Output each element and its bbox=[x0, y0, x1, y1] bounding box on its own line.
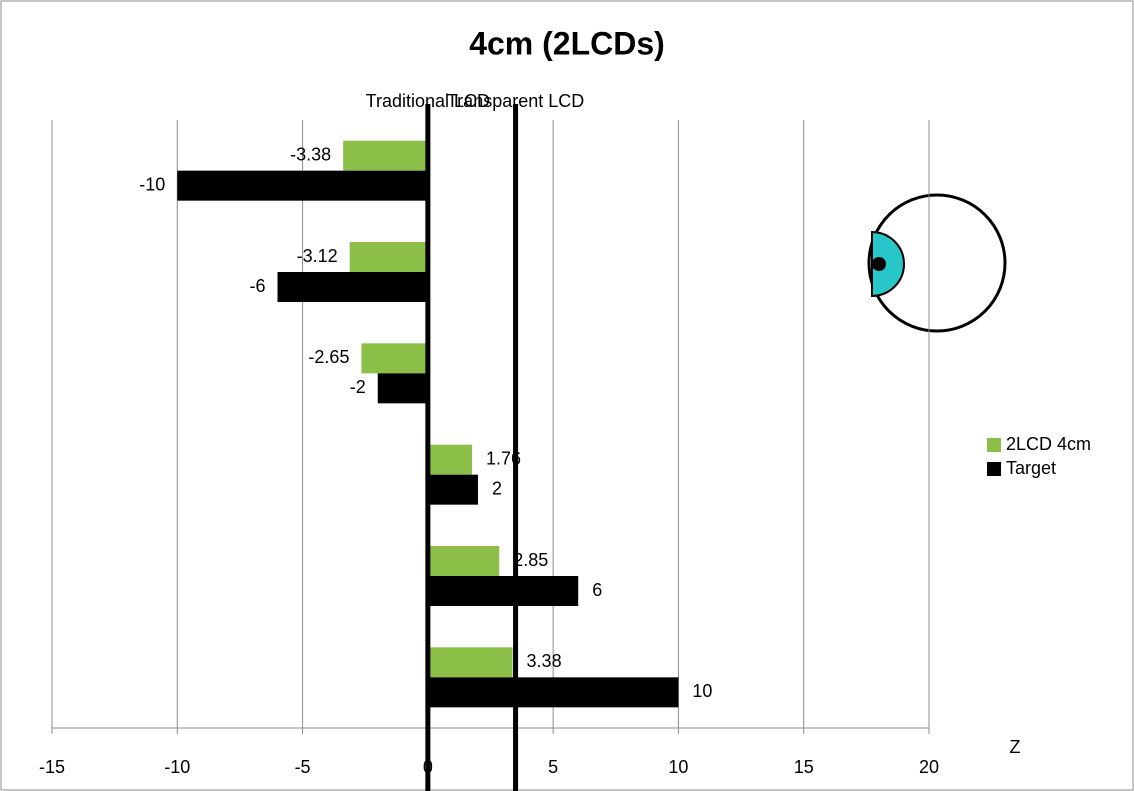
bar bbox=[349, 242, 428, 272]
data-label: -2.65 bbox=[308, 347, 349, 367]
x-tick-label: 15 bbox=[794, 757, 814, 777]
eye-outline bbox=[867, 193, 1007, 333]
bar bbox=[427, 444, 472, 475]
data-label: -3.12 bbox=[297, 246, 338, 266]
chart-title: 4cm (2LCDs) bbox=[469, 25, 665, 61]
bar bbox=[377, 373, 428, 404]
eye-icon bbox=[800, 130, 1007, 380]
legend-swatch bbox=[987, 462, 1001, 476]
legend-label: Target bbox=[1006, 458, 1056, 478]
x-tick-label: -5 bbox=[295, 757, 311, 777]
x-axis-label: Z bbox=[1010, 737, 1021, 757]
x-tick-label: 10 bbox=[668, 757, 688, 777]
data-label: 2 bbox=[492, 478, 502, 498]
data-label: 6 bbox=[592, 580, 602, 600]
data-label: -10 bbox=[139, 174, 165, 194]
data-label: -2 bbox=[350, 377, 366, 397]
bar bbox=[343, 140, 428, 171]
bar bbox=[427, 546, 500, 576]
x-tick-label: -15 bbox=[39, 757, 65, 777]
bar bbox=[277, 272, 428, 302]
reference-label: Traditional LCD bbox=[366, 91, 490, 111]
bar bbox=[427, 474, 478, 505]
bar bbox=[427, 677, 679, 708]
bar bbox=[361, 343, 428, 374]
data-label: 10 bbox=[692, 681, 712, 701]
data-label: -3.38 bbox=[290, 144, 331, 164]
data-label: 2.85 bbox=[513, 550, 548, 570]
x-tick-label: 20 bbox=[919, 757, 939, 777]
data-label: 1.76 bbox=[486, 448, 521, 468]
x-tick-label: 5 bbox=[548, 757, 558, 777]
bar bbox=[177, 170, 428, 201]
data-label: 3.38 bbox=[527, 651, 562, 671]
x-tick-label: -10 bbox=[164, 757, 190, 777]
bar bbox=[427, 647, 513, 678]
pupil bbox=[872, 257, 886, 271]
data-label: -6 bbox=[249, 276, 265, 296]
legend-swatch bbox=[987, 438, 1001, 452]
legend-label: 2LCD 4cm bbox=[1006, 434, 1091, 454]
bar bbox=[427, 576, 579, 606]
reference-label: Transparent LCD bbox=[447, 91, 584, 111]
iris bbox=[871, 230, 905, 298]
